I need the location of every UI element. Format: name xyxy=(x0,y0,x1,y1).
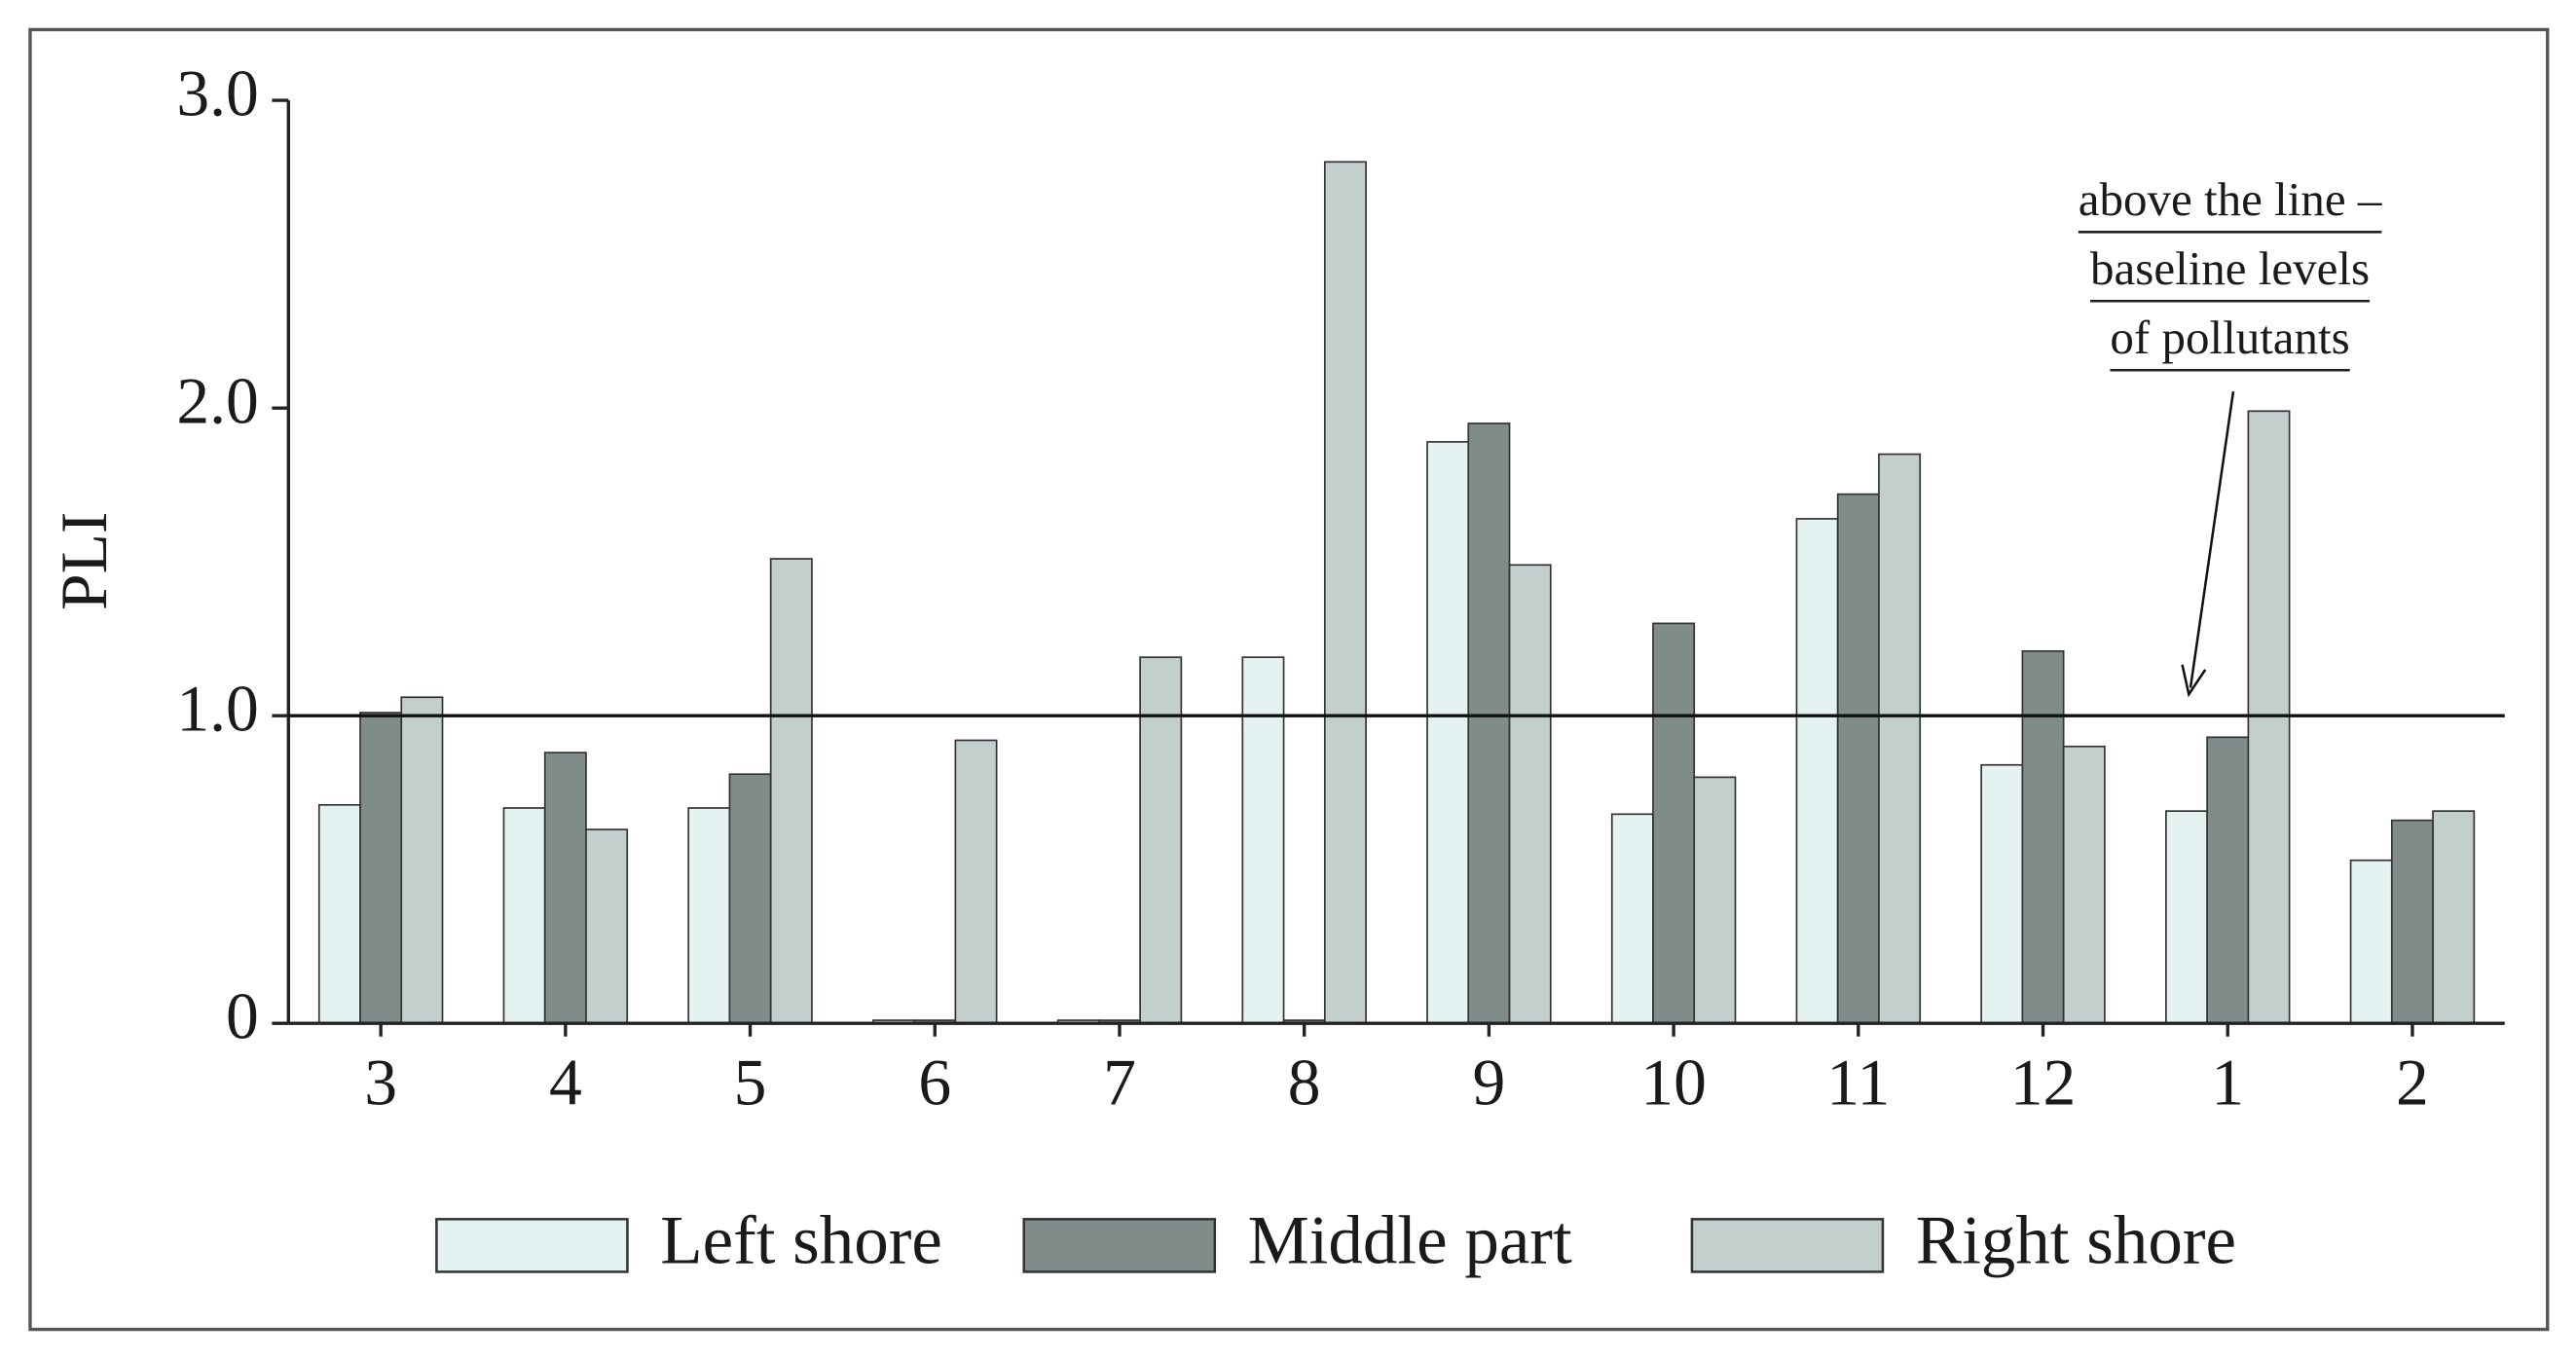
bar xyxy=(954,739,998,1025)
bar xyxy=(359,712,403,1025)
x-tick-label: 10 xyxy=(1640,1046,1707,1119)
bar xyxy=(502,807,546,1025)
bar xyxy=(2206,736,2250,1025)
bar xyxy=(2390,819,2434,1025)
bar xyxy=(317,803,361,1025)
legend-label: Right shore xyxy=(1916,1202,2236,1278)
legend-swatch xyxy=(1022,1218,1217,1273)
y-tick-label: 3.0 xyxy=(176,57,259,130)
annotation-arrow xyxy=(2189,391,2235,688)
bar xyxy=(769,558,813,1025)
bar xyxy=(1693,776,1737,1025)
legend-swatch xyxy=(1690,1218,1885,1273)
x-tick-label: 9 xyxy=(1473,1046,1506,1119)
bar xyxy=(2062,745,2106,1025)
bar xyxy=(543,752,587,1025)
x-tick-label: 1 xyxy=(2211,1046,2244,1119)
legend-swatch xyxy=(435,1218,629,1273)
x-tick-label: 6 xyxy=(918,1046,951,1119)
x-tick-label: 3 xyxy=(364,1046,397,1119)
bar xyxy=(687,807,731,1025)
bar xyxy=(1426,441,1470,1025)
bar xyxy=(728,773,772,1025)
x-tick-label: 12 xyxy=(2010,1046,2077,1119)
bar xyxy=(2432,810,2476,1025)
bar xyxy=(1610,813,1654,1025)
frame xyxy=(28,27,2550,1332)
annotation: above the line – xyxy=(2079,172,2382,226)
bar xyxy=(1241,656,1285,1025)
y-axis-label: PLI xyxy=(48,512,121,610)
annotation: baseline levels xyxy=(2090,241,2370,295)
bar xyxy=(1836,493,1880,1025)
y-tick-label: 0 xyxy=(226,980,259,1053)
bar xyxy=(2165,810,2208,1025)
x-tick-label: 4 xyxy=(549,1046,582,1119)
bar xyxy=(1467,422,1511,1025)
bar xyxy=(1139,656,1183,1025)
bar xyxy=(400,696,444,1025)
bar xyxy=(1878,453,1922,1025)
bar xyxy=(1652,622,1696,1025)
bar xyxy=(585,828,629,1025)
x-tick-label: 5 xyxy=(734,1046,767,1119)
bar xyxy=(2021,649,2065,1025)
bar xyxy=(1323,161,1367,1025)
annotation: of pollutants xyxy=(2110,311,2349,364)
y-tick-label: 2.0 xyxy=(176,365,259,438)
bar xyxy=(2349,859,2393,1025)
bar xyxy=(1795,518,1839,1025)
bar xyxy=(1980,763,2024,1025)
legend-label: Left shore xyxy=(660,1202,942,1278)
x-tick-label: 2 xyxy=(2396,1046,2429,1119)
y-tick-label: 1.0 xyxy=(176,673,259,746)
x-tick-label: 11 xyxy=(1826,1046,1890,1119)
x-tick-label: 7 xyxy=(1103,1046,1136,1119)
x-tick-label: 8 xyxy=(1288,1046,1321,1119)
bar xyxy=(1508,564,1552,1025)
arrow-head xyxy=(2181,664,2207,698)
legend-label: Middle part xyxy=(1248,1202,1572,1278)
